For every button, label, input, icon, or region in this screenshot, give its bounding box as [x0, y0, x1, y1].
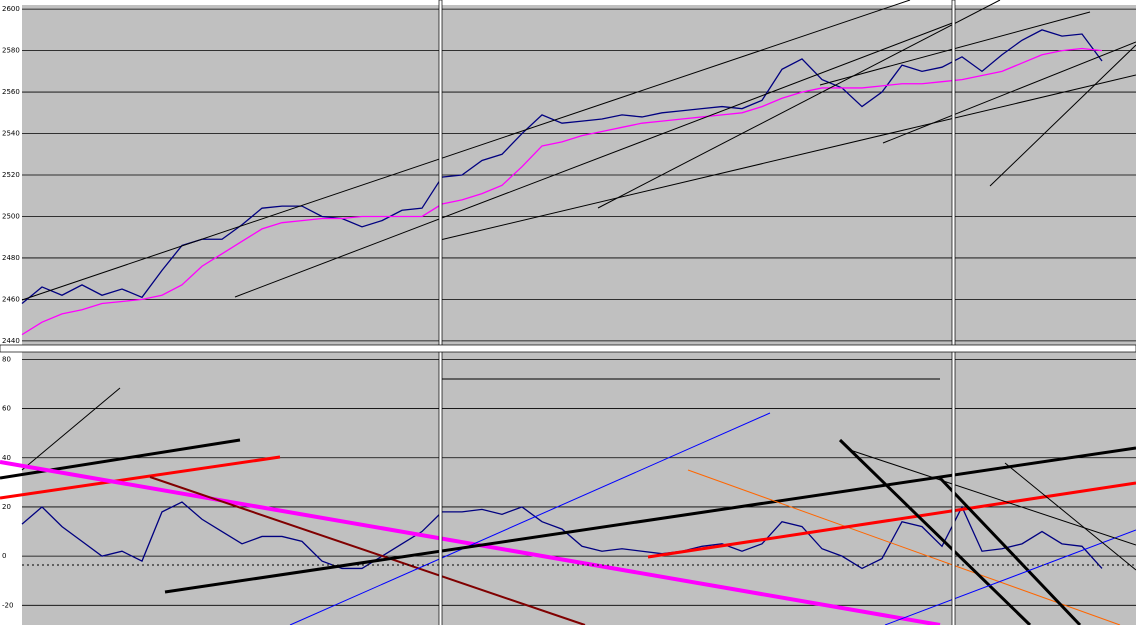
y-tick-label: 2540	[2, 130, 20, 138]
trend-line	[289, 412, 771, 626]
trend-line	[882, 41, 1136, 144]
y-tick-label: -20	[2, 601, 13, 609]
y-tick-label: 20	[2, 503, 11, 511]
trend-line	[149, 476, 586, 626]
y-tick-label: 2560	[2, 88, 20, 96]
trend-line	[838, 438, 1032, 627]
trend-line	[21, 0, 911, 301]
trend-line	[0, 438, 241, 480]
trend-line	[0, 455, 281, 500]
trend-line	[234, 21, 956, 298]
y-tick-label: 40	[2, 454, 11, 462]
bottom-panel	[22, 352, 1136, 625]
trend-line	[687, 469, 1121, 626]
y-tick-label: 2460	[2, 295, 20, 303]
pane-separator	[438, 0, 443, 633]
panel-separator	[0, 344, 1136, 353]
trend-line	[938, 476, 1082, 627]
trend-line	[0, 460, 941, 627]
trend-line	[164, 446, 1136, 594]
trend-line	[439, 74, 1136, 241]
price-line	[21, 47, 1103, 336]
y-tick-label: 2480	[2, 254, 20, 262]
trend-line	[597, 0, 1001, 209]
y-tick-label: 0	[2, 552, 6, 560]
y-tick-label: 80	[2, 355, 11, 363]
y-tick-label: 2520	[2, 171, 20, 179]
trend-line	[647, 481, 1136, 559]
grid: 2440 2460 2480 2500 2520 2540 2560 2580 2600 -20 0…	[2, 5, 1136, 609]
status-strip	[0, 625, 1136, 632]
y-tick-label: 2440	[2, 337, 20, 345]
pane-separator	[951, 0, 956, 633]
trend-line	[989, 44, 1136, 187]
trend-line	[884, 529, 1136, 626]
trend-line	[849, 449, 1136, 546]
y-tick-label: 2600	[2, 5, 20, 13]
trend-line	[1004, 462, 1136, 571]
price-line	[21, 501, 1103, 570]
trend-line	[21, 387, 121, 471]
y-tick-label: 60	[2, 405, 11, 413]
y-tick-label: 2580	[2, 47, 20, 55]
y-tick-label: 2500	[2, 212, 20, 220]
